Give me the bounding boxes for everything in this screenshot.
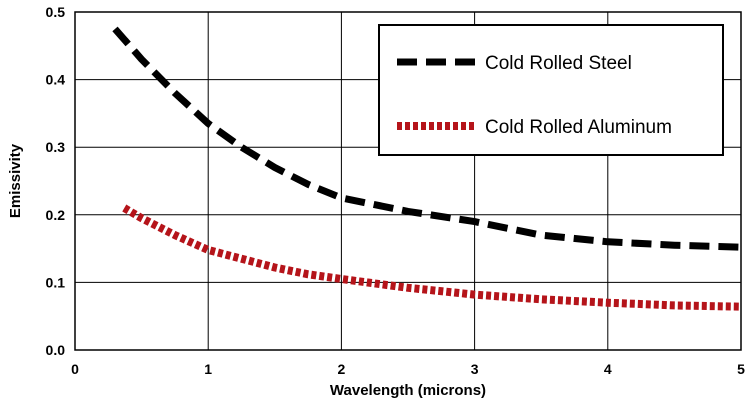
- y-axis-title: Emissivity: [7, 143, 24, 218]
- x-tick-label: 2: [338, 361, 346, 377]
- x-tick-label: 1: [204, 361, 212, 377]
- x-tick-label: 4: [604, 361, 612, 377]
- y-tick-label: 0.5: [46, 4, 66, 20]
- plot-area-frame: [74, 11, 742, 351]
- legend-label-2: Cold Rolled Aluminum: [485, 117, 672, 138]
- y-tick-label: 0.3: [46, 139, 66, 155]
- series-line-2: [122, 204, 742, 311]
- series-line-1: [112, 26, 742, 251]
- y-tick-label: 0.2: [46, 207, 66, 223]
- legend-label-1: Cold Rolled Steel: [485, 53, 632, 74]
- y-tick-label: 0.4: [46, 72, 66, 88]
- y-tick-label: 0.0: [46, 342, 66, 358]
- x-tick-label: 5: [737, 361, 745, 377]
- x-tick-label: 0: [71, 361, 79, 377]
- series-group: [112, 26, 742, 311]
- x-tick-label: 3: [471, 361, 479, 377]
- x-axis-title: Wavelength (microns): [330, 382, 486, 399]
- y-axis-ticks: 0.0 0.1 0.2 0.3 0.4 0.5: [46, 4, 66, 358]
- legend-box: [378, 24, 724, 156]
- legend: Cold Rolled Steel Cold Rolled Aluminum: [378, 24, 724, 156]
- y-tick-label: 0.1: [46, 274, 66, 290]
- x-axis-ticks: 0 1 2 3 4 5: [71, 361, 745, 377]
